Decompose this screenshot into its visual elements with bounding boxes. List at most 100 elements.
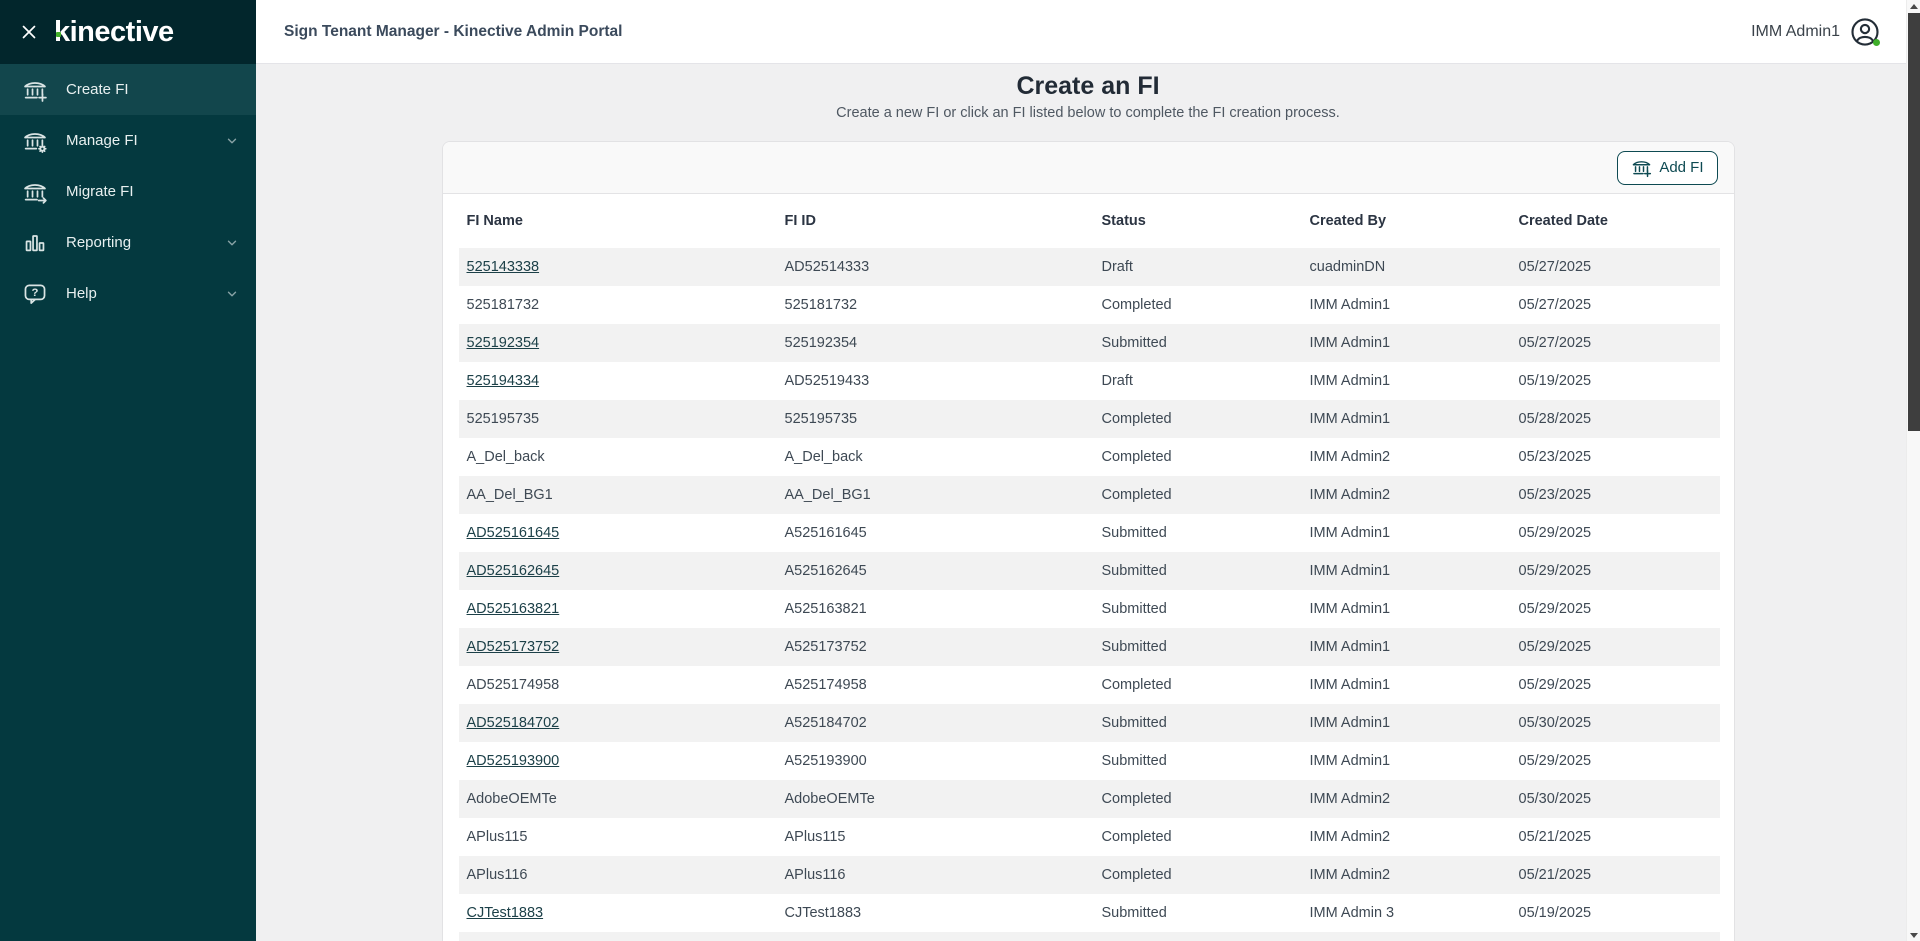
sidebar-item-reporting[interactable]: Reporting xyxy=(0,217,256,268)
vertical-scrollbar[interactable] xyxy=(1906,0,1920,941)
created-date-cell: 05/19/2025 xyxy=(1518,373,1592,389)
fi-name-link[interactable]: AD525162645 xyxy=(466,563,560,579)
status-cell: Completed xyxy=(1101,449,1172,465)
table-row: AdobeOEMTe AdobeOEMTe Completed IMM Admin2 0… xyxy=(458,780,1720,818)
table-row: 525195735 525195735 Completed IMM Admin1 05/… xyxy=(458,400,1720,438)
bank-plus-icon xyxy=(22,77,48,103)
fi-id-cell: APlus116 xyxy=(784,867,846,883)
fi-name-cell: APlus116 xyxy=(466,867,528,883)
created-by-cell: IMM Admin2 xyxy=(1309,487,1391,503)
created-by-cell: IMM Admin1 xyxy=(1309,411,1391,427)
created-date-cell: 05/21/2025 xyxy=(1518,867,1592,883)
status-cell: Submitted xyxy=(1101,335,1167,351)
table-row: AD525161645 A525161645 Submitted IMM Admin1… xyxy=(458,514,1720,552)
table-row: AD525193900 A525193900 Submitted IMM Admin1… xyxy=(458,742,1720,780)
fi-name-link[interactable]: 525143338 xyxy=(466,259,540,275)
chevron-down-icon xyxy=(224,235,240,251)
status-cell: Submitted xyxy=(1101,601,1167,617)
fi-name-link[interactable]: CJTest1883 xyxy=(466,905,544,921)
fi-name-cell: CJTest1883 xyxy=(459,894,777,932)
sidebar-item-manage-fi[interactable]: Manage FI xyxy=(0,115,256,166)
fi-name-link[interactable]: 525194334 xyxy=(466,373,540,389)
fi-name-cell: AA_Del_BG1 xyxy=(466,487,553,503)
created-date-cell: 05/30/2025 xyxy=(1518,715,1592,731)
scrollbar-thumb[interactable] xyxy=(1908,13,1920,431)
fi-name-cell: 525195735 xyxy=(466,411,540,427)
fi-name-cell: AD525161645 xyxy=(459,514,777,552)
status-cell: Draft xyxy=(1101,373,1133,389)
fi-id-cell: CJTest1883 xyxy=(784,905,862,921)
online-status-dot xyxy=(1873,38,1880,46)
main-content: Create an FI Create a new FI or click an… xyxy=(256,64,1920,941)
bank-plus-icon xyxy=(1633,161,1652,178)
fi-id-cell: APlus115 xyxy=(784,829,846,845)
sidebar-item-help[interactable]: ? Help xyxy=(0,268,256,319)
fi-id-cell: A525161645 xyxy=(784,525,867,541)
close-icon[interactable] xyxy=(18,21,40,43)
table-row: CJTest1883 CJTest1883 Submitted IMM Admin 3… xyxy=(458,894,1720,932)
fi-table-body: 525143338 AD52514333 Draft cuadminDN 05/27/2… xyxy=(458,248,1720,941)
created-by-cell: cuadminDN xyxy=(1309,259,1386,275)
add-fi-button[interactable]: Add FI xyxy=(1617,150,1718,185)
sidebar-item-create-fi[interactable]: Create FI xyxy=(0,64,256,115)
page-title: Create an FI xyxy=(1016,72,1160,100)
fi-name-link[interactable]: AD525184702 xyxy=(466,715,560,731)
scrollbar-down-arrow[interactable] xyxy=(1907,929,1920,941)
scrollbar-up-arrow[interactable] xyxy=(1907,0,1920,12)
fi-name-link[interactable]: AD525193900 xyxy=(466,753,560,769)
empty-cell xyxy=(777,932,1094,941)
empty-cell xyxy=(459,932,777,941)
created-date-cell: 05/30/2025 xyxy=(1518,791,1592,807)
created-by-cell: IMM Admin2 xyxy=(1309,791,1391,807)
created-date-cell: 05/27/2025 xyxy=(1518,297,1592,313)
column-header-fi-id: FI ID xyxy=(784,213,816,229)
fi-name-link[interactable]: 525192354 xyxy=(466,335,540,351)
fi-id-cell: A525163821 xyxy=(784,601,867,617)
user-avatar-icon[interactable] xyxy=(1850,17,1880,47)
created-date-cell: 05/29/2025 xyxy=(1518,525,1592,541)
table-row-partial xyxy=(458,932,1720,941)
table-row: AD525173752 A525173752 Submitted IMM Admin1… xyxy=(458,628,1720,666)
fi-name-link[interactable]: AD525173752 xyxy=(466,639,560,655)
kinective-logo: kinective xyxy=(54,17,174,47)
fi-name-link[interactable]: AD525163821 xyxy=(466,601,560,617)
table-row: 525181732 525181732 Completed IMM Admin1 05/… xyxy=(458,286,1720,324)
table-row: APlus115 APlus115 Completed IMM Admin2 05/21… xyxy=(458,818,1720,856)
fi-list-card: Add FI FI Name FI ID Status Created By C… xyxy=(441,141,1735,941)
table-row: AD525163821 A525163821 Submitted IMM Admin1… xyxy=(458,590,1720,628)
fi-name-cell: AD525184702 xyxy=(459,704,777,742)
fi-name-cell: APlus115 xyxy=(466,829,528,845)
status-cell: Completed xyxy=(1101,411,1172,427)
chevron-down-icon xyxy=(224,286,240,302)
sidebar-item-migrate-fi[interactable]: Migrate FI xyxy=(0,166,256,217)
created-date-cell: 05/19/2025 xyxy=(1518,905,1592,921)
logo-green-dot xyxy=(56,31,61,37)
fi-id-cell: A525174958 xyxy=(784,677,867,693)
status-cell: Completed xyxy=(1101,829,1172,845)
created-by-cell: IMM Admin2 xyxy=(1309,867,1391,883)
created-date-cell: 05/29/2025 xyxy=(1518,753,1592,769)
created-by-cell: IMM Admin1 xyxy=(1309,715,1391,731)
status-cell: Completed xyxy=(1101,791,1172,807)
empty-cell xyxy=(1302,932,1511,941)
status-cell: Completed xyxy=(1101,677,1172,693)
status-cell: Submitted xyxy=(1101,563,1167,579)
created-by-cell: IMM Admin1 xyxy=(1309,297,1391,313)
svg-text:?: ? xyxy=(32,287,39,299)
fi-id-cell: A525173752 xyxy=(784,639,867,655)
created-date-cell: 05/28/2025 xyxy=(1518,411,1592,427)
page-subtitle: Create a new FI or click an FI listed be… xyxy=(836,105,1340,121)
fi-id-cell: AA_Del_BG1 xyxy=(784,487,871,503)
help-bubble-icon: ? xyxy=(22,281,48,307)
fi-name-link[interactable]: AD525161645 xyxy=(466,525,560,541)
status-cell: Submitted xyxy=(1101,525,1167,541)
fi-id-cell: A525162645 xyxy=(784,563,867,579)
sidebar-item-label: Manage FI xyxy=(66,132,138,149)
user-menu[interactable]: IMM Admin1 xyxy=(1751,17,1880,47)
created-date-cell: 05/21/2025 xyxy=(1518,829,1592,845)
fi-name-cell: AD525162645 xyxy=(459,552,777,590)
empty-cell xyxy=(1511,932,1720,941)
created-by-cell: IMM Admin1 xyxy=(1309,753,1391,769)
fi-id-cell: A525193900 xyxy=(784,753,867,769)
fi-table: FI Name FI ID Status Created By Created … xyxy=(458,194,1720,941)
